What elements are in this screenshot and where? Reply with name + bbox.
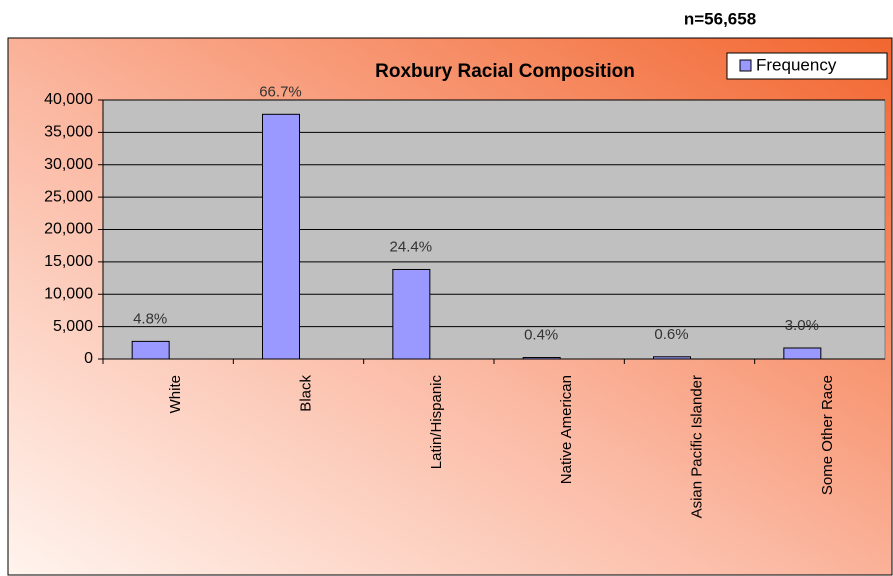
x-tick-label: Black — [297, 375, 314, 412]
data-label: 0.6% — [654, 326, 688, 343]
x-tick-label: Native American — [558, 375, 575, 484]
x-tick-label: Latin/Hispanic — [428, 375, 445, 470]
data-label: 66.7% — [259, 83, 302, 100]
chart-title: Roxbury Racial Composition — [375, 61, 635, 82]
data-label: 24.4% — [390, 238, 433, 255]
legend: Frequency — [726, 52, 888, 80]
x-tick-label: Some Other Race — [819, 375, 836, 495]
subtitle: n=56,658 — [684, 9, 756, 28]
x-tick-label: White — [167, 375, 184, 413]
legend-box — [726, 52, 888, 80]
bar — [262, 113, 300, 360]
y-tick-label: 5,000 — [53, 318, 93, 335]
y-tick-label: 35,000 — [44, 124, 93, 141]
legend-swatch — [739, 59, 752, 72]
data-label: 0.4% — [524, 326, 558, 343]
y-tick-label: 30,000 — [44, 156, 93, 173]
y-tick-label: 10,000 — [44, 285, 93, 302]
y-tick-label: 40,000 — [44, 91, 93, 108]
data-label: 4.8% — [133, 310, 167, 327]
data-label: 3.0% — [785, 317, 819, 334]
bar — [783, 347, 822, 360]
y-tick-label: 0 — [84, 350, 93, 367]
y-tick-label: 15,000 — [44, 253, 93, 270]
bar — [131, 340, 170, 360]
legend-label: Frequency — [756, 55, 837, 74]
x-tick-label: Asian Pacific Islander — [688, 375, 705, 518]
y-tick-label: 20,000 — [44, 221, 93, 238]
bar — [392, 268, 431, 360]
y-tick-label: 25,000 — [44, 188, 93, 205]
